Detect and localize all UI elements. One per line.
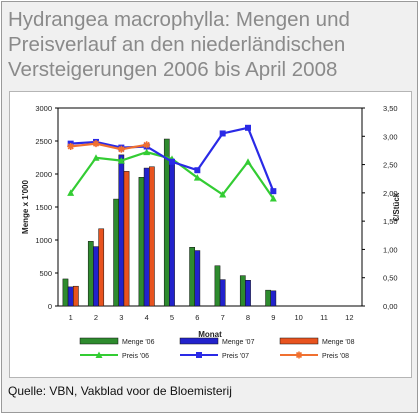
x-axis-title: Monat <box>198 330 222 339</box>
bar-menge06 <box>62 278 69 307</box>
legend-swatch-menge07 <box>179 337 219 345</box>
legend-label-preis06: Preis '06 <box>122 353 149 360</box>
bar-menge07 <box>245 280 251 307</box>
y-tick-label: 0 <box>48 302 52 311</box>
point-preis07 <box>245 124 251 131</box>
x-tick-label: 11 <box>320 313 328 322</box>
point-preis07 <box>219 130 226 137</box>
y2-tick-label: 3,00 <box>383 132 398 141</box>
legend-label-menge06: Menge '06 <box>122 339 155 346</box>
y2-tick-label: 1,50 <box>383 217 398 226</box>
point-preis08 <box>143 141 151 149</box>
legend-label-menge07: Menge '07 <box>222 339 255 346</box>
y2-tick-label: 2,00 <box>383 189 398 198</box>
y-tick-label: 500 <box>39 269 52 278</box>
point-preis07 <box>194 167 201 174</box>
bar-menge08 <box>98 228 105 307</box>
bar-menge06 <box>265 289 271 307</box>
bar-menge07 <box>270 290 277 307</box>
legend-label-preis07: Preis '07 <box>222 353 249 360</box>
bar-menge07 <box>118 154 125 307</box>
page-title: Hydrangea macrophylla: Mengen und Preisv… <box>8 8 350 81</box>
source-note: Quelle: VBN, Vakblad voor de Bloemisteri… <box>8 384 232 398</box>
x-tick-label: 6 <box>195 313 199 322</box>
y2-tick-label: 0,00 <box>383 302 398 311</box>
bar-menge07 <box>143 167 150 307</box>
x-tick-label: 8 <box>246 313 250 322</box>
point-preis06 <box>193 174 201 181</box>
bar-menge06 <box>87 241 94 307</box>
y-tick-label: 2000 <box>35 170 52 179</box>
bar-menge07 <box>194 250 201 307</box>
point-preis06 <box>92 154 100 161</box>
y2-axis-title: €/Stück <box>392 192 401 221</box>
x-tick-label: 12 <box>345 313 353 322</box>
point-preis06 <box>244 158 252 165</box>
point-preis06 <box>143 148 151 156</box>
bar-menge06 <box>189 247 195 307</box>
x-tick-label: 5 <box>170 313 174 322</box>
bar-menge06 <box>214 265 221 307</box>
bar-menge06 <box>239 275 246 307</box>
point-preis07 <box>270 188 277 195</box>
bar-menge06 <box>113 198 119 307</box>
bar-menge07 <box>219 279 226 307</box>
legend-label-preis08: Preis '08 <box>322 353 349 360</box>
legend-marker-preis06 <box>95 351 103 358</box>
point-preis08 <box>117 145 125 153</box>
legend-marker-preis08 <box>295 351 303 359</box>
x-tick-label: 1 <box>69 313 73 322</box>
x-tick-label: 9 <box>271 313 275 322</box>
x-tick-label: 2 <box>94 313 98 322</box>
x-tick-label: 7 <box>221 313 225 322</box>
x-tick-label: 4 <box>145 313 149 322</box>
bar-menge06 <box>138 177 145 307</box>
bar-menge08 <box>123 171 130 307</box>
point-preis06 <box>269 195 277 202</box>
legend-marker-preis07 <box>196 352 202 358</box>
point-preis06 <box>219 191 227 198</box>
line-preis08 <box>70 142 147 151</box>
bar-menge07 <box>169 161 175 307</box>
x-tick-label: 10 <box>294 313 302 322</box>
chart-area: 0 500 1000 1500 2000 2500 3000 0,00 0,50 1,00 1,50… <box>9 91 412 378</box>
x-tick-label: 3 <box>119 313 123 322</box>
bar-menge07 <box>93 246 99 307</box>
y-tick-label: 3000 <box>35 104 52 113</box>
legend-swatch-menge08 <box>279 337 319 345</box>
point-preis06 <box>67 189 75 196</box>
chart-svg: 0 500 1000 1500 2000 2500 3000 0,00 0,50 1,00 1,50… <box>21 104 401 360</box>
legend-swatch-menge06 <box>79 337 119 345</box>
y-axis-title: Menge x 1'000 <box>21 179 30 233</box>
point-preis07 <box>169 158 175 165</box>
y2-tick-label: 0,50 <box>383 274 398 283</box>
legend-label-menge08: Menge '08 <box>322 339 355 346</box>
bar-menge06 <box>163 138 170 307</box>
y-tick-label: 1500 <box>35 203 52 212</box>
y2-tick-label: 2,50 <box>383 161 398 170</box>
point-preis08 <box>67 142 75 150</box>
y-tick-label: 1000 <box>35 236 52 245</box>
bar-menge08 <box>73 285 79 307</box>
point-preis08 <box>92 140 100 148</box>
point-preis06 <box>117 157 125 164</box>
bar-menge07 <box>67 286 74 307</box>
y2-tick-label: 3,50 <box>383 104 398 113</box>
y-tick-label: 2500 <box>35 137 52 146</box>
y2-tick-label: 1,00 <box>383 245 398 254</box>
bar-menge08 <box>149 166 155 307</box>
